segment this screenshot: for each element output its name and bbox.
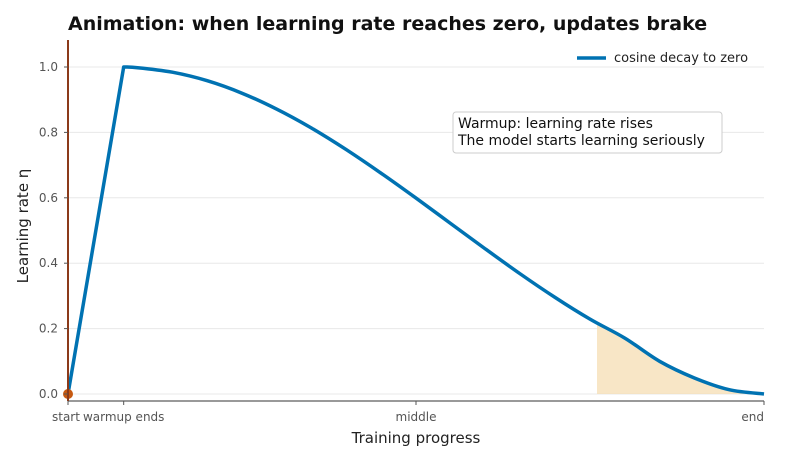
x-axis-label: Training progress (351, 429, 481, 447)
axes (67, 40, 764, 402)
y-axis-label: Learning rate η (14, 169, 32, 284)
x-tick-label: warmup ends (83, 410, 164, 424)
y-tick-label: 0.6 (39, 191, 58, 205)
y-tick-label: 0.4 (39, 256, 58, 270)
annotation-line-1: Warmup: learning rate rises (458, 116, 653, 132)
y-ticks: 0.0 0.2 0.4 0.6 0.8 1.0 (39, 60, 68, 401)
x-tick-label: start (52, 410, 80, 424)
x-tick-label: end (741, 410, 764, 424)
shaded-region (597, 322, 764, 394)
legend: cosine decay to zero (577, 51, 748, 66)
annotation-frame (452, 111, 723, 154)
y-tick-label: 0.2 (39, 322, 58, 336)
y-tick-label: 0.8 (39, 125, 58, 139)
chart-title: Animation: when learning rate reaches ze… (68, 13, 707, 35)
shaded-region-layer (597, 322, 764, 394)
legend-label: cosine decay to zero (614, 51, 748, 66)
y-tick-label: 0.0 (39, 387, 58, 401)
annotation-line-2: The model starts learning seriously (457, 133, 705, 149)
y-tick-label: 1.0 (39, 60, 58, 74)
annotation-box: Warmup: learning rate rises The model st… (452, 111, 723, 154)
series-line (66, 65, 765, 396)
x-ticks: start warmup ends middle end (52, 401, 765, 424)
x-tick-label: middle (396, 410, 437, 424)
